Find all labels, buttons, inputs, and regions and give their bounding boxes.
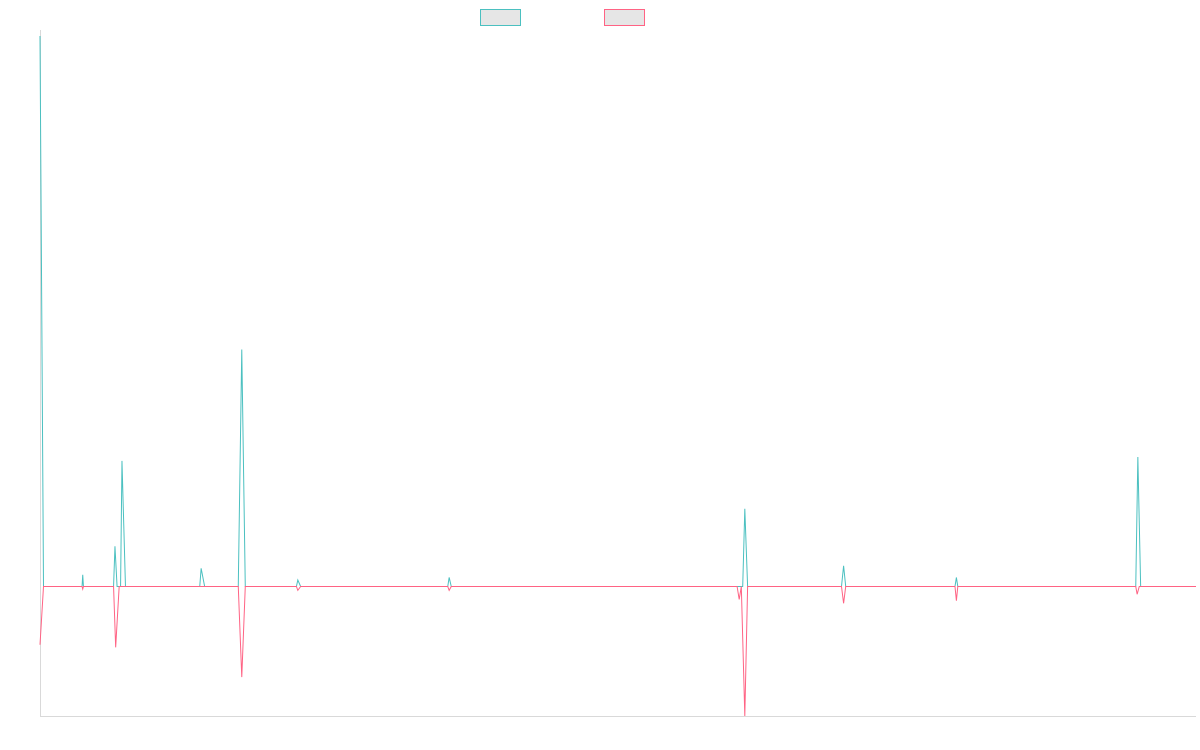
legend-swatch-series-a[interactable] [480,9,521,26]
legend-swatch-series-b[interactable] [604,9,645,26]
legend[interactable] [480,9,645,26]
legend-item-series-b[interactable] [604,9,645,26]
series-line-a [39,35,1196,587]
legend-item-series-a[interactable] [480,9,521,26]
series-line-b [39,585,1196,717]
plot-area [39,30,1196,717]
series-layer [39,35,1196,717]
